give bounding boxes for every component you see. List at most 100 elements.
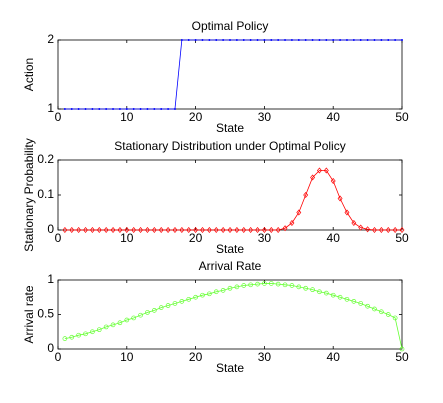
data-point <box>179 226 185 234</box>
data-point <box>255 281 260 287</box>
data-point <box>70 108 73 110</box>
data-point <box>125 108 128 110</box>
data-line <box>64 39 402 110</box>
data-point <box>359 39 362 41</box>
data-point <box>220 226 226 234</box>
data-point <box>365 303 370 309</box>
data-point <box>275 281 281 287</box>
data-point <box>139 108 142 110</box>
x-tick-label: 50 <box>395 110 409 124</box>
data-point <box>261 226 267 234</box>
data-point <box>296 284 302 290</box>
x-tick-label: 50 <box>395 350 409 364</box>
data-point <box>173 108 176 110</box>
data-point <box>76 332 81 338</box>
data-point <box>387 39 390 41</box>
data-point <box>303 191 309 199</box>
data-point <box>268 281 274 286</box>
data-point <box>290 39 293 41</box>
data-point <box>124 317 130 323</box>
y-tick-label: 1 <box>47 101 54 115</box>
data-point <box>262 281 267 286</box>
data-point <box>344 209 350 216</box>
data-point <box>248 282 253 288</box>
data-point <box>318 39 321 41</box>
data-point <box>117 226 123 234</box>
data-point <box>373 39 376 41</box>
data-point <box>193 226 199 234</box>
data-point <box>277 39 280 41</box>
data-point <box>268 226 274 234</box>
data-point <box>249 39 252 41</box>
data-point <box>165 226 171 234</box>
x-axis-label: State <box>216 361 244 375</box>
data-point <box>131 315 137 321</box>
data-point <box>284 39 287 41</box>
data-point <box>289 283 295 288</box>
y-tick-label: 0 <box>47 222 54 236</box>
y-axis-label: Action <box>22 58 36 91</box>
data-point <box>207 291 212 297</box>
data-point <box>153 108 156 110</box>
data-point <box>296 209 302 216</box>
data-point <box>323 167 329 174</box>
data-point <box>180 39 183 41</box>
data-point <box>96 327 102 333</box>
data-point <box>392 315 398 321</box>
data-point <box>69 226 75 234</box>
data-point <box>325 39 328 41</box>
data-point <box>241 283 247 288</box>
data-point <box>144 226 150 234</box>
y-axis-label: Arrival rate <box>22 285 36 343</box>
data-point <box>89 226 95 234</box>
axes-box <box>57 159 403 231</box>
data-point <box>339 39 342 41</box>
data-point <box>98 108 101 110</box>
data-point <box>124 226 130 234</box>
data-point <box>303 285 309 291</box>
data-point <box>158 305 164 310</box>
data-point <box>172 226 178 234</box>
data-point <box>186 296 192 302</box>
data-point <box>282 282 288 288</box>
subplot-title: Arrival Rate <box>199 259 262 273</box>
data-point <box>344 296 350 302</box>
data-point <box>62 226 68 234</box>
data-point <box>297 39 300 41</box>
x-tick-label: 50 <box>395 231 409 245</box>
data-point <box>63 108 66 110</box>
data-point <box>186 226 192 234</box>
data-point <box>213 289 219 295</box>
data-point <box>351 219 357 227</box>
x-tick-label: 30 <box>258 231 272 245</box>
data-point <box>213 226 219 234</box>
x-tick-label: 20 <box>189 231 203 245</box>
data-point <box>103 324 109 330</box>
data-point <box>345 39 348 41</box>
x-axis-label: State <box>216 242 244 256</box>
data-point <box>200 226 205 234</box>
x-tick-label: 40 <box>327 350 341 364</box>
x-tick-label: 40 <box>327 110 341 124</box>
data-point <box>304 39 307 41</box>
x-tick-label: 30 <box>258 110 272 124</box>
y-axis-label: Stationary Probability <box>22 138 36 251</box>
data-point <box>263 39 266 41</box>
data-point <box>227 226 233 234</box>
data-point <box>172 301 178 306</box>
y-tick-label: 2 <box>47 32 54 46</box>
data-point <box>234 284 240 290</box>
data-point <box>330 292 336 298</box>
data-point <box>310 174 316 181</box>
x-axis-label: State <box>216 121 244 135</box>
data-point <box>379 309 384 315</box>
data-point <box>112 108 115 110</box>
data-point <box>215 39 218 41</box>
subplot-title: Optimal Policy <box>192 19 269 33</box>
data-point <box>146 108 149 110</box>
data-point <box>401 39 403 41</box>
data-point <box>194 39 197 41</box>
data-point <box>311 39 314 41</box>
data-point <box>62 336 68 341</box>
